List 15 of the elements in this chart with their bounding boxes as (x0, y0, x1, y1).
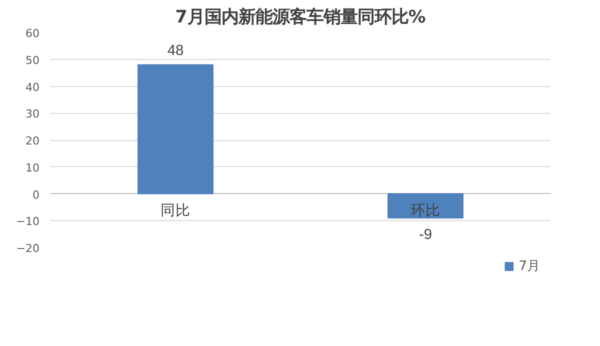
y-tick-label: 20 (26, 134, 40, 148)
y-tick-label: 30 (26, 108, 40, 121)
legend-label: 7月 (518, 258, 540, 275)
y-tick-label: −20 (16, 242, 40, 255)
y-tick-label: 60 (26, 27, 40, 40)
y-tick-label: 10 (26, 161, 40, 174)
x-tick-label: 环比 (410, 202, 440, 219)
chart-title: 7月国内新能源客车销量同环比% (175, 8, 426, 28)
x-tick-label: 同比 (160, 202, 190, 219)
y-tick-label: 0 (32, 188, 40, 202)
y-tick-label: −10 (16, 215, 40, 228)
data-label: -9 (418, 226, 432, 243)
data-label: 48 (167, 42, 184, 59)
y-tick-label: 50 (26, 54, 40, 67)
y-tick-label: 40 (26, 80, 40, 94)
